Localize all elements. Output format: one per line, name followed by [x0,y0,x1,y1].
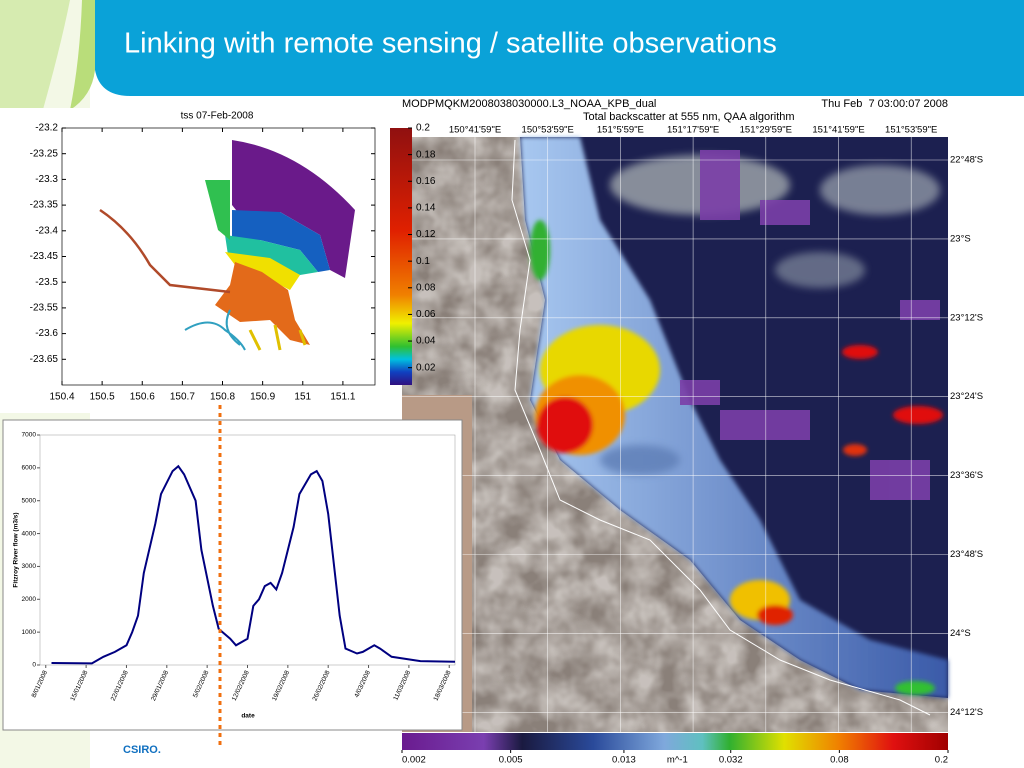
lat-label: 22°48'S [950,155,983,166]
colorbar-tick-label: 0.005 [499,755,523,766]
y-tick-label: 7000 [22,432,37,439]
lat-label: 23°36'S [950,470,983,481]
x-tick-label: 150.8 [210,392,235,403]
map-title: tss 07-Feb-2008 [181,111,254,122]
y-tick-label: 0 [32,662,36,669]
x-tick-label: 151 [294,392,311,403]
colorbar-tick-label: 0.2 [935,755,948,766]
lat-label: 24°S [950,628,971,639]
y-tick-label: -23.55 [30,303,59,314]
y-tick-label: -23.45 [30,251,59,262]
model-colorbar [390,128,412,385]
y-tick-label: 6000 [22,465,37,472]
x-tick-label: 151.1 [330,392,355,403]
y-tick-label: -23.6 [35,328,58,339]
colorbar-tick-label: 0.18 [416,149,436,160]
y-tick-label: 2000 [22,596,37,603]
satellite-time: Thu Feb 7 03:00:07 2008 [821,98,948,110]
lon-label: 151°5'59"E [597,125,644,136]
colorbar-tick-label: 0.08 [416,282,436,293]
colorbar-tick-label: 0.14 [416,203,436,214]
colorbar-tick-label: 0.16 [416,176,436,187]
colorbar-tick-label: 0.2 [416,123,430,134]
y-tick-label: -23.35 [30,200,59,211]
colorbar-tick-label: 0.032 [719,755,743,766]
flow-chart: Fitzroy River flow (m3/s) date 0 1000 2000… [2,419,463,731]
y-tick-label: -23.65 [30,354,59,365]
y-tick-label: -23.2 [35,123,58,134]
satellite-panel: MODPMQKM2008038030000.L3_NOAA_KPB_dual T… [356,96,996,766]
lat-label: 23°48'S [950,549,983,560]
model-map: tss 07-Feb-2008 150.4 150.5 150.6 150.7 150.… [0,108,436,413]
colorbar-tick-label: 0.06 [416,309,436,320]
x-tick-label: 150.5 [90,392,115,403]
flow-line [51,464,456,665]
lon-label: 150°53'59"E [522,125,574,136]
y-tick-label: 3000 [22,563,37,570]
x-tick-label: 150.4 [49,392,74,403]
y-tick-label: -23.4 [35,225,58,236]
y-tick-label: -23.25 [30,148,59,159]
colorbar-unit: m^-1 [667,755,688,766]
x-tick-label: 150.6 [130,392,155,403]
lon-label: 151°29'59"E [740,125,792,136]
colorbar-tick-label: 0.1 [416,256,430,267]
lat-label: 23°24'S [950,391,983,402]
colorbar-tick-label: 0.12 [416,229,436,240]
colorbar-tick-label: 0.013 [612,755,636,766]
satellite-file: MODPMQKM2008038030000.L3_NOAA_KPB_dual [402,98,656,110]
y-tick-label: 5000 [22,497,37,504]
lon-label: 151°17'59"E [667,125,719,136]
y-tick-label: 4000 [22,530,37,537]
colorbar-tick-label: 0.02 [416,362,436,373]
logo: CSIRO. [123,744,161,756]
lat-label: 23°12'S [950,312,983,323]
colorbar-tick-label: 0.04 [416,336,436,347]
slide-title: Linking with remote sensing / satellite … [124,28,777,60]
lon-label: 151°53'59"E [885,125,937,136]
lon-label: 151°41'59"E [812,125,864,136]
x-tick-label: 150.7 [170,392,195,403]
lat-label: 23°S [950,233,971,244]
satellite-subtitle: Total backscatter at 555 nm, QAA algorit… [583,111,795,123]
colorbar-tick-label: 0.002 [402,755,426,766]
y-tick-label: -23.5 [35,277,58,288]
colorbar-tick-label: 0.08 [830,755,849,766]
lon-label: 150°41'59"E [449,125,501,136]
y-axis-label: Fitzroy River flow (m3/s) [13,512,20,587]
y-tick-label: 1000 [22,629,37,636]
y-tick-label: -23.3 [35,174,58,185]
x-axis-label: date [241,713,255,720]
satellite-colorbar [402,733,948,750]
x-tick-label: 150.9 [250,392,275,403]
lat-label: 24°12'S [950,707,983,718]
